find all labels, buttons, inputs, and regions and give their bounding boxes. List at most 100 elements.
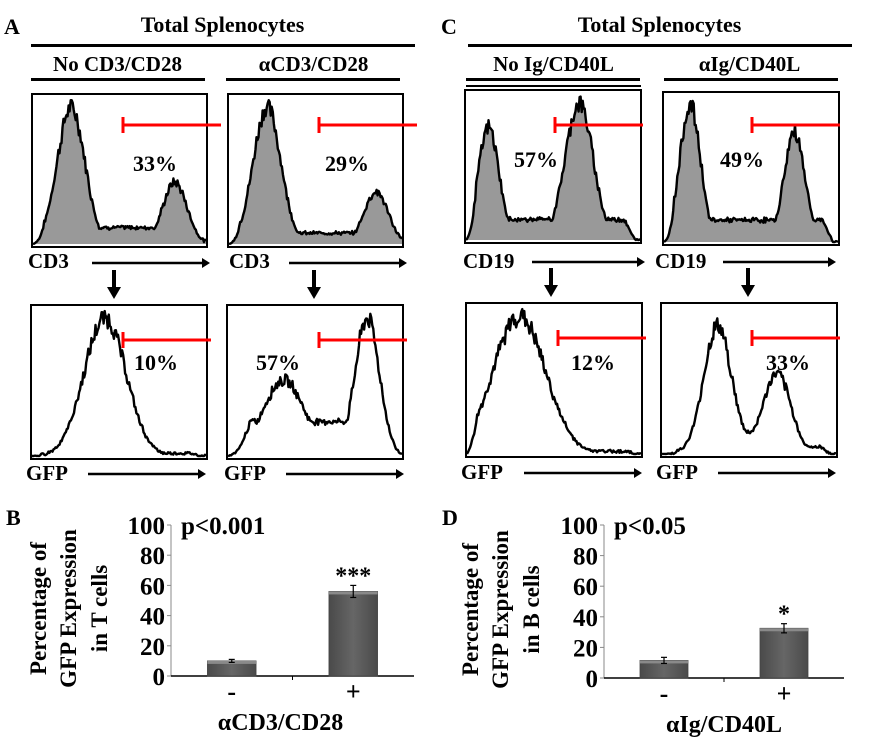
- gate-percentage: 33%: [133, 151, 177, 176]
- bar-chart-d: Percentage of GFP Expression in B cells 0 20…: [458, 513, 844, 737]
- panel-c-condition-1-underline-2: [466, 85, 641, 87]
- x-axis-label-cd3-right: CD3: [229, 249, 270, 273]
- gate-marker: [553, 117, 643, 133]
- panel-a-condition-2-underline: [226, 78, 400, 81]
- histogram-a-cd3-no-stim: 33%: [31, 93, 221, 248]
- histogram-c-cd19-no-stim: 57%: [464, 89, 643, 244]
- gate-marker: [750, 117, 840, 133]
- histogram-line: [229, 99, 402, 246]
- histogram-plot: [466, 95, 640, 242]
- y-tick-label: 60: [573, 574, 598, 601]
- x-axis-label-gfp: GFP: [26, 461, 68, 485]
- gate-marker: [121, 332, 211, 348]
- axis-arrow-icon: [92, 258, 210, 268]
- y-tick-label: 80: [573, 544, 598, 571]
- histogram-line: [662, 317, 836, 456]
- y-tick-label: 100: [561, 513, 599, 540]
- y-axis-label-line: Percentage of: [26, 542, 51, 675]
- histogram-line: [664, 99, 838, 244]
- bar: [328, 591, 378, 677]
- down-arrow-icon: [741, 268, 755, 297]
- y-tick-label: 60: [140, 573, 165, 600]
- y-tick-label: 80: [140, 543, 165, 570]
- panel-letter-b: B: [6, 505, 21, 530]
- down-arrow-icon: [307, 270, 321, 299]
- y-axis-label-line: in T cells: [87, 565, 112, 652]
- histogram-a-gfp-stim: 57%: [226, 304, 407, 460]
- down-arrow-icon: [107, 270, 121, 299]
- p-value-annotation: p<0.001: [181, 513, 265, 540]
- histogram-plot: [662, 317, 836, 456]
- histogram-c-cd19-stim: 49%: [662, 91, 840, 246]
- panel-letter-a: A: [4, 14, 20, 39]
- gate-percentage: 57%: [514, 147, 558, 172]
- axis-arrow-icon: [532, 257, 645, 267]
- panel-a-condition-1: No CD3/CD28: [53, 52, 182, 76]
- histogram-plot: [229, 99, 402, 246]
- y-axis-label: Percentage of GFP Expression in T cells: [26, 529, 112, 688]
- gate-marker: [317, 332, 407, 348]
- x-axis-label-gfp: GFP: [656, 460, 698, 484]
- panel-letter-c: C: [441, 14, 457, 39]
- y-tick-label: 0: [153, 664, 166, 691]
- x-axis-label-gfp: GFP: [461, 460, 503, 484]
- histogram-plot: [33, 99, 206, 246]
- y-axis-label-line: GFP Expression: [488, 530, 513, 689]
- y-axis-label-line: GFP Expression: [56, 529, 81, 688]
- x-tick-label: -: [660, 679, 669, 708]
- gate-percentage: 12%: [571, 350, 615, 375]
- y-tick-label: 40: [140, 604, 165, 631]
- y-axis-label: Percentage of GFP Expression in B cells: [458, 530, 544, 689]
- panel-c-title-underline: [468, 44, 852, 47]
- histogram-a-cd3-stim: 29%: [227, 93, 417, 248]
- histogram-line: [466, 95, 640, 242]
- histogram-plot: [228, 312, 402, 458]
- p-value-annotation: p<0.05: [614, 513, 686, 540]
- x-axis-label: αIg/CD40L: [666, 712, 782, 737]
- axis-arrow-icon: [88, 469, 206, 479]
- panel-c-condition-2: αIg/CD40L: [698, 52, 801, 76]
- histogram-fill: [466, 96, 640, 240]
- significance-marker: *: [778, 602, 790, 628]
- x-axis-label: αCD3/CD28: [218, 710, 343, 736]
- panel-c-condition-2-underline: [664, 78, 838, 81]
- histogram-line: [33, 99, 206, 246]
- gate-percentage: 33%: [766, 350, 810, 375]
- axis-arrow-icon: [289, 258, 407, 268]
- histogram-c-gfp-stim: 33%: [660, 302, 840, 458]
- down-arrow-icon: [544, 268, 558, 297]
- x-axis-label-cd19: CD19: [463, 249, 515, 273]
- axis-arrow-icon: [524, 468, 642, 478]
- y-axis-label-line: in B cells: [519, 565, 544, 653]
- gate-marker: [317, 117, 417, 133]
- histogram-a-gfp-no-stim: 10%: [30, 304, 211, 460]
- axis-arrow-icon: [723, 257, 836, 267]
- bar-chart-b: Percentage of GFP Expression in T cells 0 20…: [26, 513, 414, 736]
- panel-a-title-underline: [31, 44, 415, 47]
- y-tick-label: 100: [128, 513, 166, 540]
- x-axis-label-cd3-left: CD3: [28, 249, 69, 273]
- histogram-plot: [467, 307, 641, 456]
- histogram-fill: [229, 100, 402, 244]
- axis-arrow-icon: [718, 468, 836, 478]
- panel-c-title: Total Splenocytes: [577, 12, 742, 37]
- panel-letter-d: D: [442, 505, 458, 530]
- gate-percentage: 29%: [325, 151, 369, 176]
- panel-a-condition-2: αCD3/CD28: [258, 52, 369, 76]
- histogram-plot: [32, 309, 206, 458]
- panel-c-condition-1: No Ig/CD40L: [493, 52, 614, 76]
- bar: [759, 627, 809, 679]
- significance-marker: ***: [335, 563, 371, 589]
- panel-c-condition-1-underline: [466, 78, 640, 81]
- axis-arrow-icon: [286, 469, 404, 479]
- histogram-c-gfp-no-stim: 12%: [465, 302, 646, 458]
- histogram-plot: [664, 99, 838, 244]
- panel-a-title: Total Splenocytes: [140, 12, 305, 37]
- histogram-line: [467, 307, 641, 456]
- histogram-line: [228, 312, 402, 458]
- gate-marker: [556, 330, 646, 346]
- histogram-line: [32, 309, 206, 458]
- gate-marker: [121, 117, 221, 133]
- x-axis-label-gfp: GFP: [224, 461, 266, 485]
- x-tick-label: +: [777, 679, 792, 708]
